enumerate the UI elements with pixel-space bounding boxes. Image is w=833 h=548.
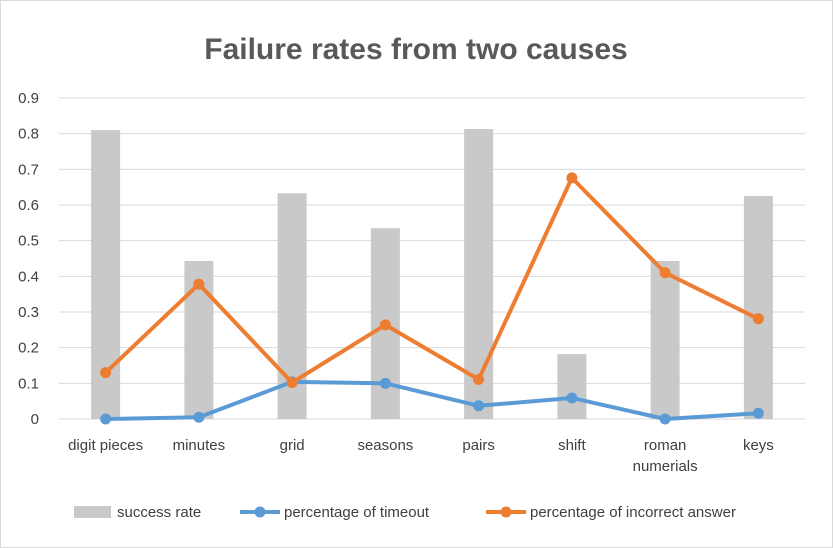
data-point: [473, 400, 485, 412]
data-point: [659, 267, 671, 279]
data-point: [752, 407, 764, 419]
bar: [650, 260, 680, 419]
x-tick-label: shift: [558, 437, 586, 454]
legend-swatch: [74, 506, 111, 518]
x-tick-label: roman: [644, 437, 687, 454]
y-tick-label: 0.1: [18, 375, 39, 392]
legend-label: percentage of timeout: [284, 504, 430, 521]
x-tick-label: grid: [280, 437, 305, 454]
series-line: [103, 379, 761, 421]
legend: success rate percentage of timeout percent…: [74, 504, 736, 521]
x-axis-ticks: digit pieces minutes grid seasons pairs shift…: [68, 437, 774, 475]
data-point: [100, 413, 112, 425]
bar: [743, 196, 773, 419]
bar: [557, 354, 587, 419]
data-point: [566, 172, 578, 184]
data-point: [286, 377, 298, 389]
data-point: [473, 373, 485, 385]
data-point: [193, 411, 205, 423]
y-tick-label: 0: [31, 411, 39, 428]
data-point: [659, 413, 671, 425]
y-tick-label: 0.4: [18, 268, 39, 285]
data-point: [100, 367, 112, 379]
gridlines: [59, 97, 805, 420]
bar-series: [91, 129, 773, 419]
y-tick-label: 0.7: [18, 161, 39, 178]
legend-marker: [500, 506, 512, 518]
y-tick-label: 0.5: [18, 233, 39, 250]
legend-label: percentage of incorrect answer: [530, 504, 736, 521]
chart-title: Failure rates from two causes: [204, 33, 628, 66]
x-tick-label: minutes: [173, 437, 226, 454]
y-axis-ticks: 0 0.1 0.2 0.3 0.4 0.5 0.6 0.7 0.8 0.9: [18, 90, 39, 428]
y-tick-label: 0.8: [18, 126, 39, 143]
x-tick-label: digit pieces: [68, 437, 143, 454]
y-tick-label: 0.6: [18, 197, 39, 214]
data-point: [379, 377, 391, 389]
y-tick-label: 0.2: [18, 340, 39, 357]
data-point: [752, 313, 764, 325]
line-series: [100, 172, 764, 425]
bar: [464, 129, 494, 419]
data-point: [379, 319, 391, 331]
legend-marker: [254, 506, 266, 518]
x-tick-label: numerials: [633, 458, 698, 475]
data-point: [193, 278, 205, 290]
x-tick-label: pairs: [462, 437, 495, 454]
x-tick-label: keys: [743, 437, 774, 454]
y-tick-label: 0.9: [18, 90, 39, 107]
data-point: [566, 392, 578, 404]
series-line: [103, 175, 761, 385]
legend-label: success rate: [117, 504, 201, 521]
y-tick-label: 0.3: [18, 304, 39, 321]
x-tick-label: seasons: [357, 437, 413, 454]
